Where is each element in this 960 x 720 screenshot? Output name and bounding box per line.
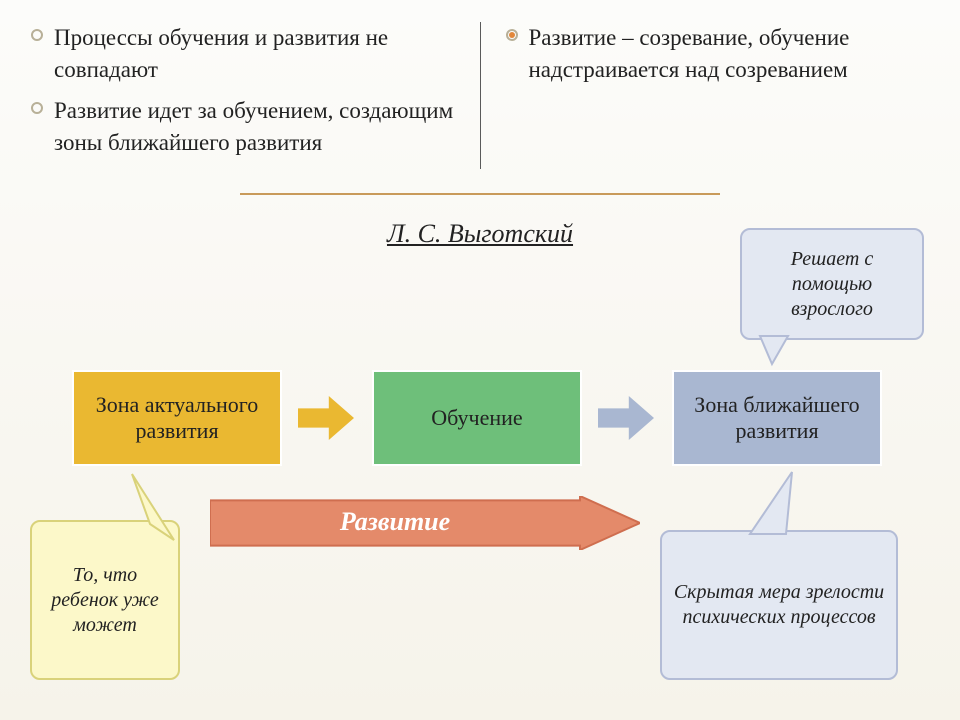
box-zone-actual: Зона актуального развития bbox=[72, 370, 282, 466]
callout-tail-icon bbox=[748, 470, 796, 538]
bullet-text: Процессы обучения и развития не совпадаю… bbox=[54, 22, 456, 85]
callout-child-can: То, что ребенок уже может bbox=[30, 520, 180, 680]
bullet-text: Развитие идет за обучением, создающим зо… bbox=[54, 95, 456, 158]
bullet-open-icon bbox=[30, 101, 44, 115]
bullet-open-icon bbox=[30, 28, 44, 42]
callout-tail-icon bbox=[758, 334, 792, 368]
bullet-columns: Процессы обучения и развития не совпадаю… bbox=[0, 0, 960, 169]
bullet-filled-icon bbox=[505, 28, 519, 42]
arrow-icon bbox=[298, 396, 354, 440]
left-column: Процессы обучения и развития не совпадаю… bbox=[30, 22, 481, 169]
arrow-icon bbox=[598, 396, 654, 440]
bullet-text: Развитие – созревание, обучение надстраи… bbox=[529, 22, 931, 85]
development-arrow-label: Развитие bbox=[210, 507, 580, 537]
box-zone-proximal: Зона ближайшего развития bbox=[672, 370, 882, 466]
callout-with-adult: Решает с помощью взрослого bbox=[740, 228, 924, 340]
callout-tail-icon bbox=[130, 472, 178, 544]
box-learning: Обучение bbox=[372, 370, 582, 466]
bullet-item: Развитие идет за обучением, создающим зо… bbox=[30, 95, 456, 158]
divider-line bbox=[240, 183, 720, 185]
callout-hidden-measure: Скрытая мера зрелости психических процес… bbox=[660, 530, 898, 680]
bullet-item: Процессы обучения и развития не совпадаю… bbox=[30, 22, 456, 85]
bullet-item: Развитие – созревание, обучение надстраи… bbox=[505, 22, 931, 85]
right-column: Развитие – созревание, обучение надстраи… bbox=[491, 22, 931, 169]
